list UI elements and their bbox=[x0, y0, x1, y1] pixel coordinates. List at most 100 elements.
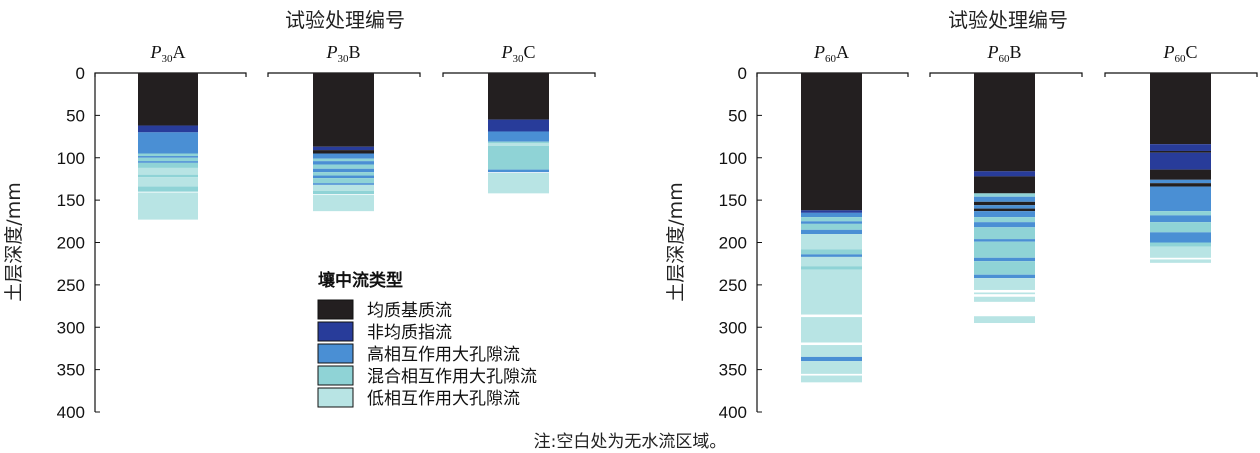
flow-segment bbox=[1150, 144, 1211, 151]
flow-segment bbox=[1150, 186, 1211, 212]
flow-segment bbox=[1150, 183, 1211, 187]
flow-segment bbox=[801, 221, 862, 224]
legend-swatch bbox=[317, 299, 354, 320]
flow-segment bbox=[974, 196, 1035, 202]
legend-swatch bbox=[317, 387, 354, 408]
y-tick-label: 350 bbox=[57, 361, 85, 380]
flow-segment bbox=[801, 249, 862, 255]
column-label-suffix: C bbox=[1185, 42, 1197, 62]
column-label-var: P bbox=[150, 42, 162, 62]
flow-segment bbox=[1150, 246, 1211, 258]
column-label-suffix: B bbox=[348, 42, 360, 62]
column-label: P30A bbox=[150, 42, 186, 65]
column-label: P60B bbox=[986, 42, 1021, 65]
column-label-sub: 30 bbox=[162, 53, 174, 65]
column-label-var: P bbox=[325, 42, 337, 62]
flow-segment bbox=[488, 169, 549, 173]
flow-segment bbox=[313, 183, 374, 185]
y-tick-label: 350 bbox=[719, 361, 747, 380]
legend-swatch bbox=[317, 365, 354, 386]
panel-title: 试验处理编号 bbox=[285, 8, 405, 32]
flow-segment bbox=[974, 257, 1035, 262]
flow-segment bbox=[974, 205, 1035, 209]
y-axis-label: 土层深度/mm bbox=[3, 182, 25, 301]
column-label: P60C bbox=[1162, 42, 1197, 65]
y-tick-label: 100 bbox=[57, 149, 85, 168]
column-label-sub: 60 bbox=[1174, 53, 1186, 65]
flow-segment bbox=[313, 168, 374, 173]
flow-segment bbox=[801, 345, 862, 357]
flow-segment bbox=[801, 73, 862, 211]
flow-segment bbox=[1150, 211, 1211, 216]
y-tick-label: 250 bbox=[719, 276, 747, 295]
flow-segment bbox=[313, 150, 374, 154]
flow-segment bbox=[974, 73, 1035, 172]
panel-1: 试验处理编号土层深度/mm050100150200250300350400P30… bbox=[3, 8, 596, 422]
column-label-suffix: A bbox=[173, 42, 186, 62]
column-label-suffix: C bbox=[523, 42, 535, 62]
flow-segment bbox=[974, 208, 1035, 212]
y-tick-label: 100 bbox=[719, 149, 747, 168]
flow-segment bbox=[974, 171, 1035, 177]
flow-segment bbox=[974, 316, 1035, 324]
flow-segment bbox=[801, 217, 862, 222]
footnote: 注:空白处为无水流区域。 bbox=[534, 432, 727, 452]
legend-swatch bbox=[317, 343, 354, 364]
flow-segment bbox=[1150, 232, 1211, 243]
flow-segment bbox=[1150, 150, 1211, 153]
flow-segment bbox=[801, 269, 862, 315]
flow-segment bbox=[313, 146, 374, 151]
flow-segment bbox=[801, 356, 862, 362]
flow-segment bbox=[801, 317, 862, 343]
flow-segment bbox=[801, 212, 862, 218]
flow-segment bbox=[138, 192, 198, 220]
y-axis-label: 土层深度/mm bbox=[665, 182, 687, 301]
flow-segment bbox=[974, 261, 1035, 275]
column-c: P30C bbox=[442, 42, 596, 194]
flow-segment bbox=[1150, 215, 1211, 223]
y-tick-label: 150 bbox=[719, 191, 747, 210]
column-label: P30B bbox=[325, 42, 360, 65]
flow-segment bbox=[974, 217, 1035, 223]
flow-segment bbox=[313, 158, 374, 162]
flow-segment bbox=[1150, 242, 1211, 247]
flow-segment bbox=[974, 274, 1035, 279]
legend-label: 均质基质流 bbox=[367, 301, 452, 321]
column-b: P30B bbox=[267, 42, 421, 212]
flow-segment bbox=[974, 278, 1035, 290]
flow-segment bbox=[138, 162, 198, 168]
flow-segment bbox=[974, 241, 1035, 258]
flow-segment bbox=[313, 195, 374, 212]
column-label-var: P bbox=[813, 42, 825, 62]
legend-label: 低相互作用大孔隙流 bbox=[367, 389, 520, 409]
flow-segment bbox=[801, 234, 862, 250]
y-tick-label: 250 bbox=[57, 276, 85, 295]
flow-segment bbox=[801, 229, 862, 235]
flow-segment bbox=[801, 223, 862, 230]
flow-segment bbox=[138, 174, 198, 178]
flow-segment bbox=[801, 254, 862, 257]
flow-segment bbox=[1150, 73, 1211, 145]
flow-segment bbox=[801, 361, 862, 374]
flow-segment bbox=[974, 193, 1035, 197]
panels: 试验处理编号土层深度/mm050100150200250300350400P30… bbox=[3, 8, 1258, 422]
flow-segment bbox=[313, 175, 374, 179]
flow-segment bbox=[313, 161, 374, 165]
flow-segment bbox=[801, 375, 862, 383]
flow-segment bbox=[1150, 222, 1211, 233]
flow-segment bbox=[313, 178, 374, 184]
column-label-sub: 30 bbox=[512, 53, 524, 65]
flow-segment bbox=[801, 210, 862, 213]
flow-segment bbox=[313, 73, 374, 147]
y-tick-label: 50 bbox=[728, 106, 747, 125]
legend-title: 壤中流类型 bbox=[318, 270, 403, 291]
flow-segment bbox=[313, 190, 374, 195]
flow-segment bbox=[138, 161, 198, 163]
y-tick-label: 300 bbox=[57, 318, 85, 337]
flow-segment bbox=[138, 125, 198, 133]
flow-segment bbox=[974, 227, 1035, 240]
column-label: P60A bbox=[813, 42, 849, 65]
flow-segment bbox=[138, 73, 198, 126]
flow-segment bbox=[974, 222, 1035, 228]
flow-segment bbox=[974, 201, 1035, 206]
